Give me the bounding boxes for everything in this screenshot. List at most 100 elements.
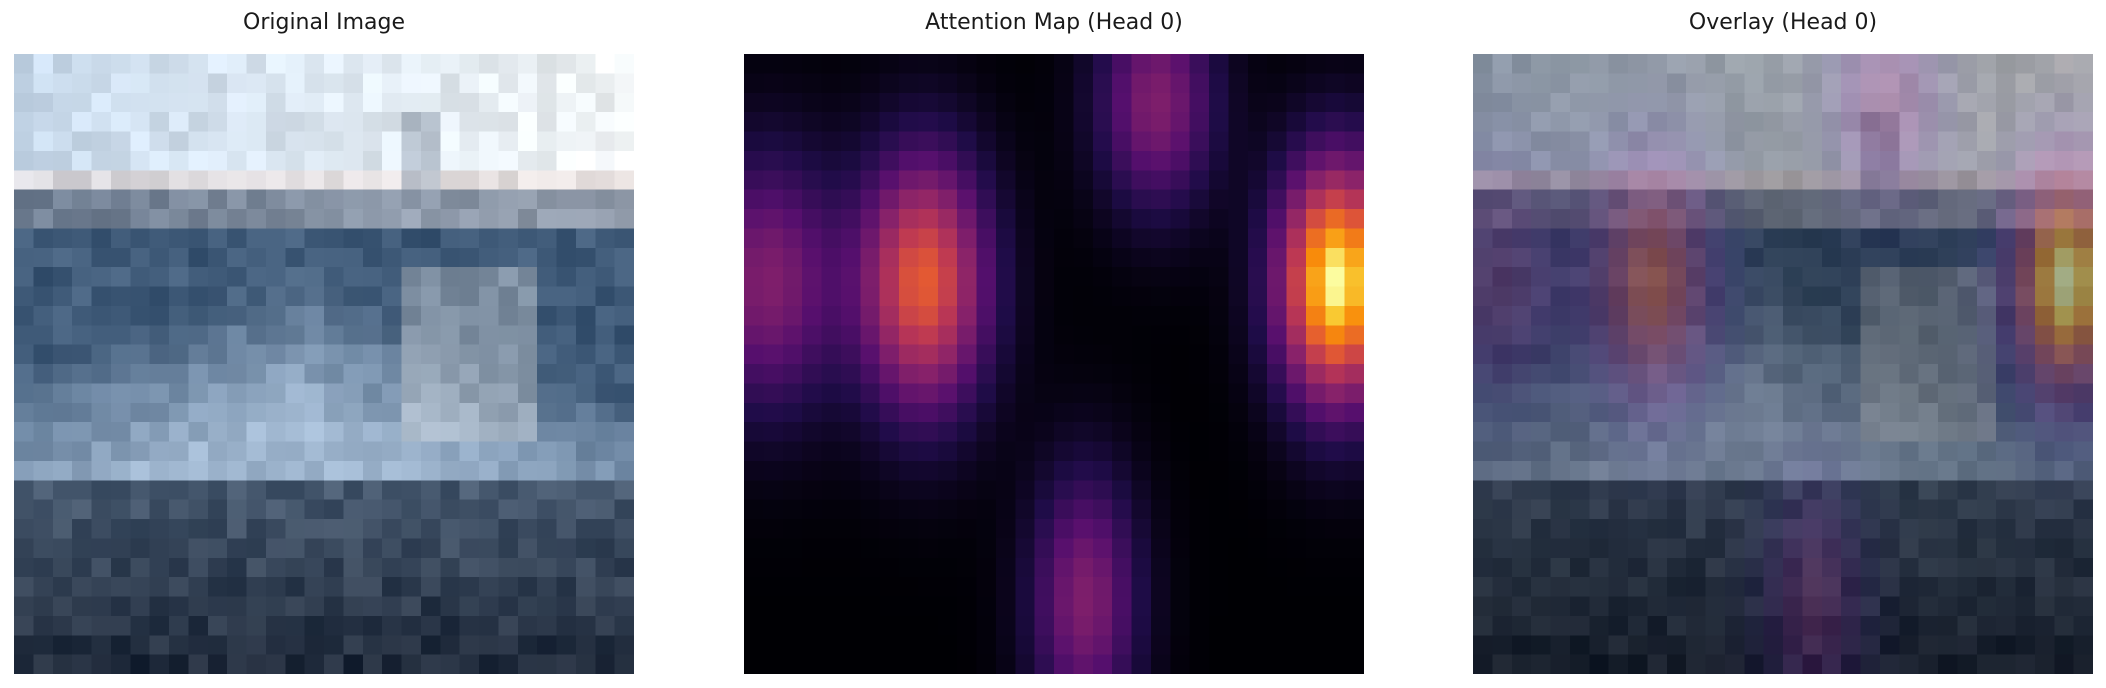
attention-pixel [957, 402, 977, 423]
attention-pixel [995, 557, 1016, 578]
original-pixel [14, 364, 34, 384]
original-pixel [304, 460, 325, 481]
overlay-pixel [1686, 577, 1706, 597]
overlay-pixel [1492, 344, 1513, 365]
original-pixel [110, 615, 131, 636]
overlay-pixel [1550, 267, 1571, 287]
original-pixel [517, 383, 538, 404]
attention-pixel [976, 615, 997, 636]
attention-pixel [802, 286, 822, 307]
attention-pixel [1170, 209, 1191, 229]
overlay-pixel [1763, 170, 1784, 191]
attention-pixel [821, 112, 842, 132]
overlay-pixel [1589, 305, 1610, 326]
attention-pixel [1286, 228, 1307, 249]
overlay-pixel [1957, 228, 1978, 249]
attention-pixel [763, 170, 784, 191]
attention-pixel [1131, 499, 1152, 520]
attention-pixel [1325, 247, 1346, 268]
attention-pixel [1247, 189, 1268, 210]
original-pixel [246, 112, 267, 132]
attention-pixel [976, 286, 997, 307]
attention-pixel [1325, 286, 1346, 307]
attention-pixel [821, 460, 842, 481]
overlay-pixel [1686, 92, 1706, 113]
attention-pixel [1131, 402, 1152, 423]
attention-pixel [763, 325, 784, 346]
attention-pixel [1228, 131, 1249, 152]
overlay-pixel [1589, 635, 1610, 656]
original-pixel [91, 92, 112, 113]
original-pixel [498, 286, 519, 307]
overlay-pixel [2073, 267, 2093, 287]
overlay-pixel [1569, 538, 1590, 559]
original-pixel [227, 92, 247, 113]
attention-pixel [1054, 383, 1074, 404]
attention-pixel [1325, 519, 1346, 539]
attention-pixel [1073, 247, 1094, 268]
original-pixel [285, 460, 306, 481]
overlay-pixel [2054, 170, 2075, 191]
original-pixel [304, 422, 325, 442]
original-pixel [479, 538, 499, 559]
overlay-pixel [1608, 170, 1629, 191]
overlay-pixel [1938, 596, 1958, 617]
attention-pixel [1209, 596, 1229, 617]
attention-pixel [1150, 557, 1171, 578]
overlay-pixel [1628, 519, 1648, 539]
overlay-pixel [1569, 305, 1590, 326]
original-pixel [498, 480, 519, 501]
attention-pixel [1305, 305, 1326, 326]
overlay-pixel [1531, 228, 1551, 249]
original-pixel [498, 596, 519, 617]
original-pixel [169, 247, 189, 268]
attention-pixel [1015, 54, 1036, 74]
original-pixel [556, 267, 577, 287]
attention-pixel [1209, 189, 1229, 210]
overlay-pixel [1841, 422, 1861, 442]
original-pixel [188, 189, 209, 210]
original-pixel [498, 189, 519, 210]
overlay-pixel [1647, 325, 1668, 346]
original-pixel [52, 577, 73, 597]
attention-pixel [1150, 325, 1171, 346]
original-pixel [33, 112, 54, 132]
original-pixel [324, 92, 344, 113]
original-pixel [537, 286, 557, 307]
original-pixel [459, 441, 480, 462]
original-pixel [14, 267, 34, 287]
attention-pixel [1325, 422, 1346, 442]
attention-pixel [1325, 73, 1346, 94]
original-pixel [343, 460, 364, 481]
attention-pixel [995, 170, 1016, 191]
original-pixel [459, 499, 480, 520]
attention-pixel [1247, 267, 1268, 287]
overlay-pixel [1550, 635, 1571, 656]
original-pixel [33, 480, 54, 501]
attention-pixel [879, 73, 900, 94]
original-pixel [556, 92, 577, 113]
original-pixel [188, 344, 209, 365]
overlay-pixel [1550, 170, 1571, 191]
overlay-pixel [1531, 402, 1551, 423]
attention-pixel [1092, 150, 1113, 171]
original-pixel [459, 519, 480, 539]
overlay-pixel [1744, 228, 1765, 249]
attention-pixel [1170, 286, 1191, 307]
attention-pixel [1073, 577, 1094, 597]
attention-pixel [840, 654, 861, 674]
original-pixel [227, 383, 247, 404]
attention-pixel [840, 538, 861, 559]
attention-pixel [995, 596, 1016, 617]
original-pixel [382, 305, 402, 326]
original-pixel [188, 54, 209, 74]
original-pixel [595, 247, 616, 268]
attention-pixel [879, 112, 900, 132]
attention-pixel [1131, 209, 1152, 229]
overlay-pixel [1531, 499, 1551, 520]
overlay-pixel [1744, 247, 1765, 268]
attention-pixel [782, 305, 803, 326]
original-pixel [149, 557, 170, 578]
attention-pixel [802, 247, 822, 268]
overlay-pixel [1628, 92, 1648, 113]
